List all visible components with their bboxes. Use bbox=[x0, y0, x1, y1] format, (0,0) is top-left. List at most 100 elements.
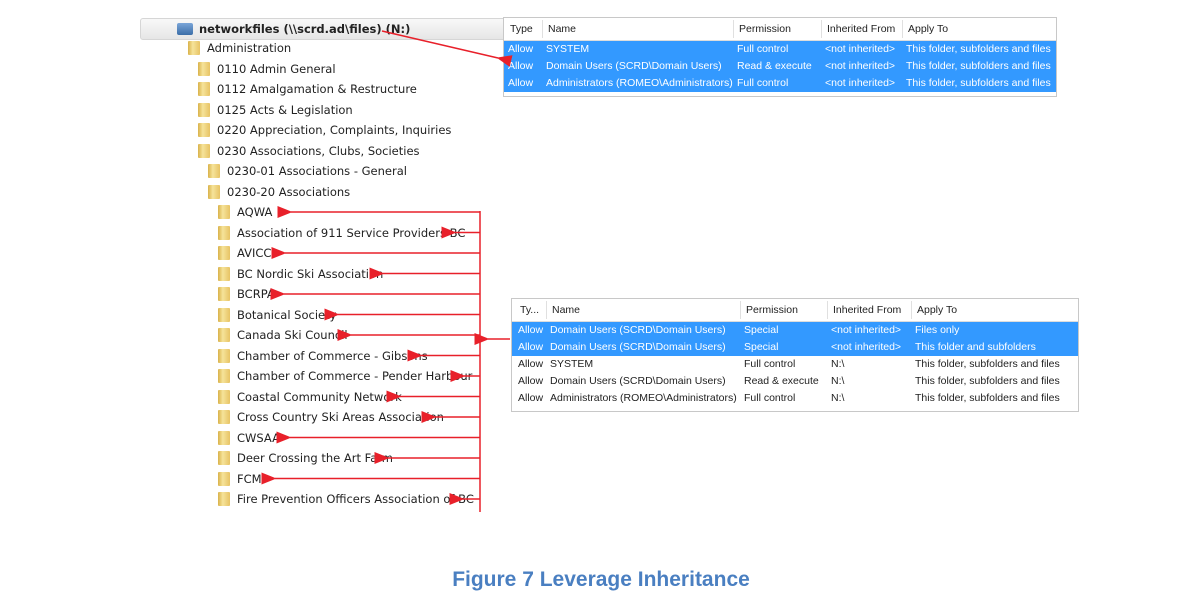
table-row[interactable]: Allow SYSTEM Full control <not inherited> Th… bbox=[504, 41, 1056, 58]
table-cell: Full control bbox=[744, 392, 796, 404]
table-cell: N:\ bbox=[831, 358, 845, 370]
tree-item-folder[interactable]: 0110 Admin General bbox=[198, 59, 336, 79]
column-header[interactable]: Apply To bbox=[908, 23, 949, 35]
table-cell: This folder, subfolders and files bbox=[906, 43, 1051, 55]
table-cell: Read & execute bbox=[744, 375, 819, 387]
tree-item-folder[interactable]: BCRPA bbox=[218, 284, 275, 304]
permissions-table-top: Type Name Permission Inherited From Apply To… bbox=[503, 17, 1057, 97]
folder-icon bbox=[218, 492, 230, 506]
column-divider[interactable] bbox=[821, 20, 822, 38]
table-cell: Domain Users (SCRD\Domain Users) bbox=[546, 60, 722, 72]
tree-item-folder[interactable]: FCM bbox=[218, 469, 262, 489]
network-drive-icon bbox=[177, 23, 193, 35]
tree-item-folder[interactable]: Administration bbox=[188, 38, 291, 58]
table-cell: <not inherited> bbox=[825, 77, 896, 89]
figure-caption: Figure 7 Leverage Inheritance bbox=[452, 568, 750, 591]
tree-item-folder[interactable]: AQWA bbox=[218, 202, 272, 222]
table-header: Type Name Permission Inherited From Apply To bbox=[504, 18, 1056, 41]
table-cell: Allow bbox=[508, 43, 534, 55]
folder-icon bbox=[218, 451, 230, 465]
table-cell: N:\ bbox=[831, 392, 845, 404]
permissions-table-bottom: Ty... Name Permission Inherited From Apply T… bbox=[511, 298, 1079, 412]
folder-icon bbox=[218, 410, 230, 424]
table-cell: <not inherited> bbox=[831, 341, 902, 353]
table-cell: This folder, subfolders and files bbox=[915, 375, 1060, 387]
table-cell: Allow bbox=[518, 324, 544, 336]
table-row[interactable]: Allow Domain Users (SCRD\Domain Users) Spe… bbox=[512, 322, 1078, 339]
tree-item-folder[interactable]: BC Nordic Ski Association bbox=[218, 264, 383, 284]
tree-item-folder[interactable]: CWSAA bbox=[218, 428, 280, 448]
table-cell: This folder, subfolders and files bbox=[906, 77, 1051, 89]
folder-icon bbox=[198, 102, 210, 117]
folder-icon bbox=[218, 471, 230, 486]
table-cell: Allow bbox=[518, 375, 544, 387]
column-divider[interactable] bbox=[911, 301, 912, 319]
table-cell: Special bbox=[744, 324, 779, 336]
folder-icon bbox=[218, 307, 230, 322]
tree-item-folder[interactable]: Chamber of Commerce - Gibsons bbox=[218, 346, 428, 366]
column-header[interactable]: Permission bbox=[739, 23, 791, 35]
table-row[interactable]: Allow Domain Users (SCRD\Domain Users) Rea… bbox=[504, 58, 1056, 75]
tree-item-folder[interactable]: Chamber of Commerce - Pender Harbour bbox=[218, 366, 472, 386]
table-cell: Allow bbox=[518, 341, 544, 353]
table-cell: <not inherited> bbox=[825, 60, 896, 72]
tree-item-folder[interactable]: 0220 Appreciation, Complaints, Inquiries bbox=[198, 120, 451, 140]
column-divider[interactable] bbox=[542, 20, 543, 38]
tree-item-folder[interactable]: 0125 Acts & Legislation bbox=[198, 100, 353, 120]
table-cell: Administrators (ROMEO\Administrators) bbox=[550, 392, 737, 404]
table-cell: Administrators (ROMEO\Administrators) bbox=[546, 77, 733, 89]
table-cell: N:\ bbox=[831, 375, 845, 387]
tree-item-folder[interactable]: Canada Ski Council bbox=[218, 325, 348, 345]
table-cell: Domain Users (SCRD\Domain Users) bbox=[550, 341, 726, 353]
column-header[interactable]: Inherited From bbox=[833, 304, 902, 316]
table-row[interactable]: Allow Administrators (ROMEO\Administrator… bbox=[512, 390, 1078, 407]
folder-icon bbox=[218, 205, 230, 219]
table-cell: <not inherited> bbox=[825, 43, 896, 55]
folder-icon bbox=[218, 430, 230, 445]
column-header[interactable]: Name bbox=[552, 304, 581, 316]
tree-item-folder[interactable]: Coastal Community Network bbox=[218, 387, 402, 407]
tree-item-folder[interactable]: 0112 Amalgamation & Restructure bbox=[198, 79, 417, 99]
tree-root-networkfiles[interactable]: networkfiles (\\scrd.ad\files) (N:) bbox=[140, 18, 538, 40]
tree-item-folder[interactable]: Association of 911 Service Providers BC bbox=[218, 223, 465, 243]
column-header[interactable]: Type bbox=[510, 23, 533, 35]
tree-item-folder[interactable]: 0230-01 Associations - General bbox=[208, 161, 407, 181]
tree-item-folder[interactable]: Botanical Society bbox=[218, 305, 336, 325]
column-header[interactable]: Name bbox=[548, 23, 577, 35]
table-cell: Allow bbox=[518, 392, 544, 404]
column-divider[interactable] bbox=[902, 20, 903, 38]
tree-item-folder[interactable]: 0230-20 Associations bbox=[208, 182, 350, 202]
column-header[interactable]: Inherited From bbox=[827, 23, 896, 35]
column-header[interactable]: Permission bbox=[746, 304, 798, 316]
column-divider[interactable] bbox=[740, 301, 741, 319]
tree-item-folder[interactable]: Deer Crossing the Art Farm bbox=[218, 448, 393, 468]
tree-item-folder[interactable]: AVICC bbox=[218, 243, 271, 263]
table-row[interactable]: Allow Domain Users (SCRD\Domain Users) Spe… bbox=[512, 339, 1078, 356]
column-header[interactable]: Apply To bbox=[917, 304, 958, 316]
table-row[interactable]: Allow Administrators (ROMEO\Administrator… bbox=[504, 75, 1056, 92]
table-cell: Allow bbox=[518, 358, 544, 370]
table-cell: This folder and subfolders bbox=[915, 341, 1036, 353]
column-divider[interactable] bbox=[546, 301, 547, 319]
table-cell: Read & execute bbox=[737, 60, 812, 72]
table-row[interactable]: Allow Domain Users (SCRD\Domain Users) Rea… bbox=[512, 373, 1078, 390]
folder-icon bbox=[218, 348, 230, 363]
folder-icon bbox=[218, 225, 230, 240]
table-cell: Special bbox=[744, 341, 779, 353]
column-divider[interactable] bbox=[827, 301, 828, 319]
column-header[interactable]: Ty... bbox=[520, 304, 540, 316]
table-cell: Full control bbox=[737, 77, 789, 89]
folder-icon bbox=[218, 369, 230, 383]
table-cell: Files only bbox=[915, 324, 960, 336]
tree-item-folder[interactable]: 0230 Associations, Clubs, Societies bbox=[198, 141, 420, 161]
folder-icon bbox=[208, 164, 220, 178]
tree-item-folder[interactable]: Cross Country Ski Areas Association bbox=[218, 407, 444, 427]
folder-icon bbox=[188, 41, 200, 55]
table-row[interactable]: Allow SYSTEM Full control N:\ This folder, s… bbox=[512, 356, 1078, 373]
column-divider[interactable] bbox=[733, 20, 734, 38]
table-cell: This folder, subfolders and files bbox=[915, 358, 1060, 370]
folder-icon bbox=[198, 143, 210, 158]
folder-tree: networkfiles (\\scrd.ad\files) (N:) Admi… bbox=[140, 15, 795, 512]
table-header: Ty... Name Permission Inherited From Apply T… bbox=[512, 299, 1078, 322]
tree-item-folder[interactable]: Fire Prevention Officers Association of … bbox=[218, 489, 474, 509]
